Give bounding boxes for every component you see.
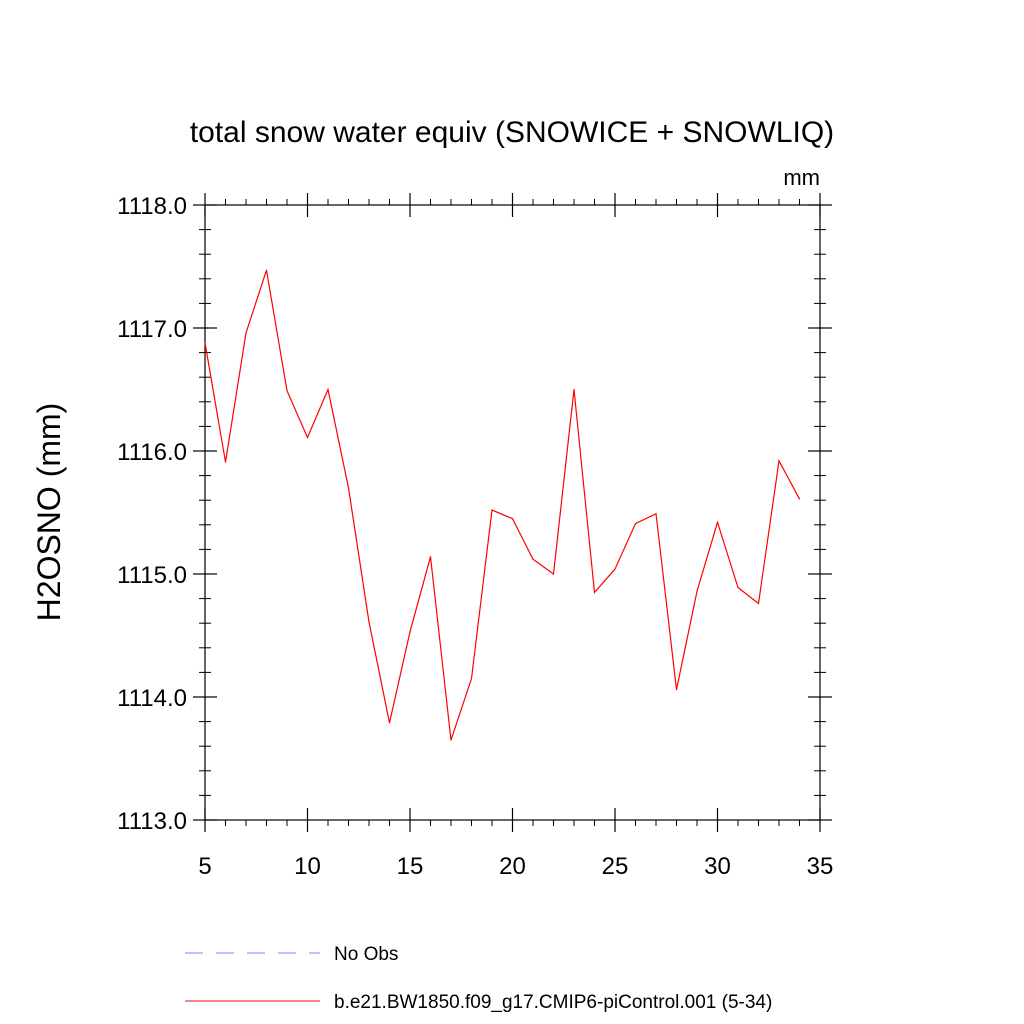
data-point bbox=[511, 518, 514, 520]
data-point bbox=[737, 586, 739, 589]
data-point bbox=[245, 332, 247, 334]
data-point bbox=[634, 522, 637, 525]
y-tick-label: 1118.0 bbox=[117, 193, 187, 220]
data-point bbox=[368, 621, 370, 623]
x-tick-label: 5 bbox=[198, 853, 211, 880]
data-point bbox=[778, 460, 780, 462]
data-point bbox=[470, 677, 473, 680]
y-tick-label: 1113.0 bbox=[117, 808, 187, 835]
data-point bbox=[286, 390, 288, 392]
y-tick-label: 1117.0 bbox=[117, 316, 187, 343]
data-point bbox=[593, 591, 596, 594]
x-tick-labels: 5 10 15 20 25 30 35 bbox=[198, 853, 833, 880]
data-point bbox=[716, 521, 719, 523]
x-tick-label: 15 bbox=[397, 853, 424, 880]
series-layer bbox=[204, 269, 801, 741]
series-line bbox=[204, 270, 801, 741]
data-point bbox=[552, 573, 555, 575]
y-tick-labels: 1113.0 1114.0 1115.0 1116.0 1117.0 1118.0 bbox=[117, 193, 187, 835]
data-point bbox=[573, 388, 575, 391]
data-point bbox=[265, 269, 268, 271]
data-point bbox=[450, 739, 452, 741]
data-point bbox=[614, 568, 616, 570]
data-point bbox=[757, 602, 760, 605]
x-tick-label: 35 bbox=[807, 853, 834, 880]
data-point bbox=[347, 487, 350, 489]
legend-label-picontrol: b.e21.BW1850.f09_g17.CMIP6-piControl.001… bbox=[334, 992, 772, 1013]
data-point bbox=[224, 461, 227, 463]
data-point bbox=[204, 342, 206, 344]
y-axis-label: H2OSNO (mm) bbox=[31, 403, 67, 622]
data-point bbox=[798, 498, 801, 500]
data-point bbox=[429, 556, 432, 558]
data-point bbox=[409, 631, 411, 633]
units-label: mm bbox=[783, 165, 820, 190]
data-point bbox=[306, 436, 309, 439]
data-point bbox=[655, 513, 657, 515]
plot-frame bbox=[204, 204, 821, 821]
data-point bbox=[491, 509, 493, 511]
data-point bbox=[696, 590, 698, 592]
legend-label-no-obs: No Obs bbox=[334, 944, 398, 965]
y-tick-label: 1114.0 bbox=[117, 685, 187, 712]
data-point bbox=[532, 558, 534, 560]
y-tick-label: 1116.0 bbox=[117, 439, 187, 466]
data-point bbox=[327, 388, 329, 391]
data-point bbox=[675, 689, 678, 691]
x-tick-label: 25 bbox=[602, 853, 629, 880]
x-tick-label: 10 bbox=[294, 853, 321, 880]
x-tick-label: 20 bbox=[499, 853, 526, 880]
axis-ticks bbox=[193, 193, 832, 832]
x-tick-label: 30 bbox=[704, 853, 731, 880]
data-point bbox=[388, 722, 391, 724]
chart-title: total snow water equiv (SNOWICE + SNOWLI… bbox=[190, 116, 834, 149]
y-tick-label: 1115.0 bbox=[117, 562, 187, 589]
legend: No Obs b.e21.BW1850.f09_g17.CMIP6-piCont… bbox=[185, 944, 772, 1013]
